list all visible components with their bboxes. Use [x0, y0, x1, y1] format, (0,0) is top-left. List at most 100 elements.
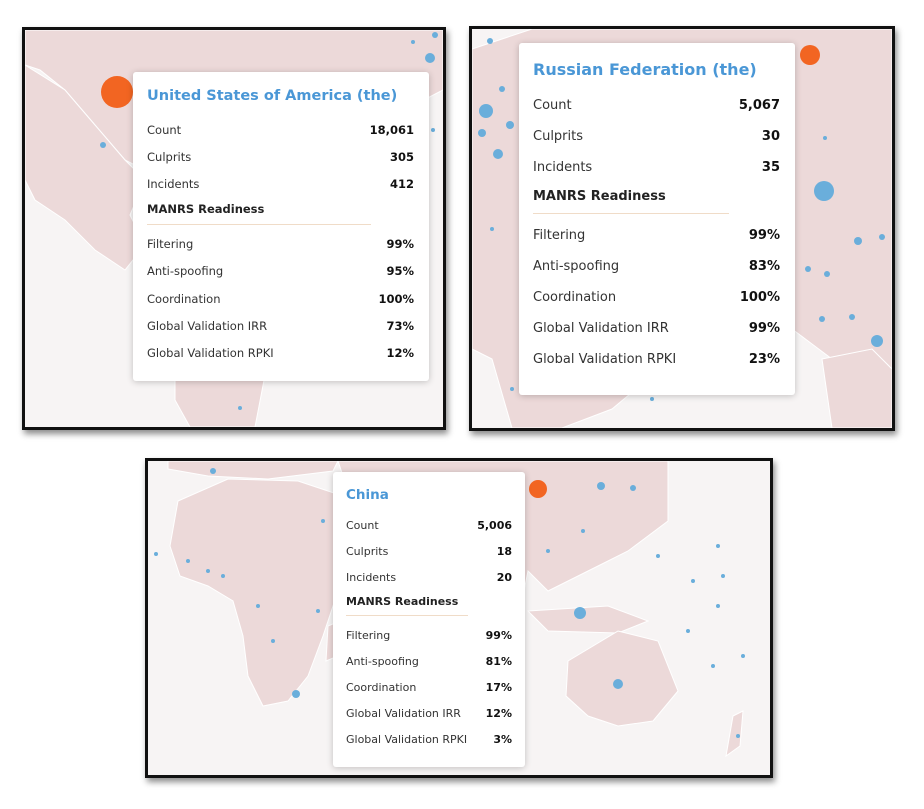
country-tooltip-card: United States of America (the) Count 18,…	[133, 72, 429, 381]
readiness-row-filtering: Filtering 99%	[533, 220, 780, 251]
readiness-label: Filtering	[533, 228, 586, 243]
country-dot[interactable]	[206, 569, 210, 573]
country-dot[interactable]	[490, 227, 494, 231]
readiness-value: 17%	[485, 680, 512, 694]
stat-value: 305	[389, 150, 414, 165]
country-dot[interactable]	[805, 266, 811, 272]
country-name: Russian Federation (the)	[533, 60, 757, 79]
stat-row-count: Count 18,061	[147, 116, 414, 143]
readiness-value: 100%	[739, 290, 780, 305]
country-dot[interactable]	[487, 38, 493, 44]
readiness-row-anti-spoofing: Anti-spoofing 81%	[346, 648, 512, 674]
australia-landmass	[821, 348, 892, 428]
readiness-value: 12%	[386, 346, 414, 361]
country-dot[interactable]	[849, 314, 855, 320]
hotspot-usa[interactable]	[101, 76, 133, 108]
country-dot[interactable]	[741, 654, 745, 658]
country-dot[interactable]	[510, 387, 514, 391]
country-dot[interactable]	[736, 734, 740, 738]
country-dot[interactable]	[210, 468, 216, 474]
country-dot[interactable]	[479, 104, 493, 118]
readiness-label: Global Validation IRR	[147, 319, 268, 334]
readiness-label: Global Validation IRR	[533, 321, 669, 336]
country-dot[interactable]	[823, 136, 827, 140]
country-dot[interactable]	[506, 121, 514, 129]
country-dot[interactable]	[613, 679, 623, 689]
country-dot[interactable]	[686, 629, 690, 633]
country-dot[interactable]	[256, 604, 260, 608]
country-dot[interactable]	[221, 574, 225, 578]
map-panel-usa: United States of America (the) Count 18,…	[22, 27, 446, 430]
stat-label: Incidents	[533, 160, 593, 175]
country-dot[interactable]	[871, 335, 883, 347]
country-dot[interactable]	[316, 609, 320, 613]
country-dot[interactable]	[711, 664, 715, 668]
map-panel-china: China Count 5,006 Culprits 18 Incidents …	[145, 458, 773, 778]
country-dot[interactable]	[546, 549, 550, 553]
stat-value: 35	[761, 160, 780, 175]
country-dot[interactable]	[716, 544, 720, 548]
country-dot[interactable]	[499, 86, 505, 92]
country-dot[interactable]	[292, 690, 300, 698]
stat-row-culprits: Culprits 18	[346, 538, 512, 564]
country-dot[interactable]	[100, 142, 106, 148]
section-divider	[346, 615, 468, 616]
country-dot[interactable]	[321, 519, 325, 523]
stat-value: 5,067	[738, 98, 780, 113]
country-dot[interactable]	[721, 574, 725, 578]
hotspot-russia[interactable]	[800, 45, 820, 65]
readiness-value: 99%	[748, 228, 780, 243]
country-dot[interactable]	[574, 607, 586, 619]
country-dot[interactable]	[879, 234, 885, 240]
readiness-row-coordination: Coordination 17%	[346, 674, 512, 700]
section-divider	[533, 213, 729, 214]
stat-label: Count	[346, 518, 379, 532]
country-dot[interactable]	[597, 482, 605, 490]
country-dot[interactable]	[493, 149, 503, 159]
country-dot[interactable]	[814, 181, 834, 201]
country-dot[interactable]	[186, 559, 190, 563]
country-dot[interactable]	[431, 128, 435, 132]
readiness-row-anti-spoofing: Anti-spoofing 83%	[533, 251, 780, 282]
readiness-label: Anti-spoofing	[147, 264, 224, 279]
country-dot[interactable]	[630, 485, 636, 491]
new-zealand-landmass	[725, 710, 744, 758]
country-dot[interactable]	[716, 604, 720, 608]
readiness-label: Anti-spoofing	[533, 259, 620, 274]
indonesia-landmass	[526, 605, 650, 634]
country-dot[interactable]	[271, 639, 275, 643]
readiness-row-irr: Global Validation IRR 12%	[346, 700, 512, 726]
country-dot[interactable]	[691, 579, 695, 583]
country-dot[interactable]	[581, 529, 585, 533]
stat-row-count: Count 5,067	[533, 90, 780, 121]
readiness-section-title: MANRS Readiness	[147, 202, 265, 217]
stat-row-culprits: Culprits 30	[533, 121, 780, 152]
country-tooltip-card: Russian Federation (the) Count 5,067 Cul…	[519, 43, 795, 395]
country-dot[interactable]	[824, 271, 830, 277]
stat-value: 18	[496, 544, 512, 558]
readiness-row-filtering: Filtering 99%	[147, 230, 414, 257]
country-dot[interactable]	[656, 554, 660, 558]
country-dot[interactable]	[425, 53, 435, 63]
country-name: China	[346, 487, 389, 503]
readiness-label: Anti-spoofing	[346, 654, 419, 668]
stat-label: Count	[147, 122, 182, 137]
country-name: United States of America (the)	[147, 88, 398, 104]
readiness-value: 81%	[485, 654, 512, 668]
country-dot[interactable]	[854, 237, 862, 245]
readiness-label: Coordination	[346, 680, 417, 694]
readiness-row-rpki: Global Validation RPKI 12%	[147, 340, 414, 367]
country-dot[interactable]	[238, 406, 242, 410]
stat-value: 30	[761, 129, 780, 144]
country-dot[interactable]	[650, 397, 654, 401]
readiness-label: Global Validation RPKI	[147, 346, 274, 361]
country-dot[interactable]	[411, 40, 415, 44]
country-dot[interactable]	[819, 316, 825, 322]
readiness-value: 3%	[493, 732, 512, 746]
hotspot-china[interactable]	[529, 480, 547, 498]
stat-value: 20	[496, 570, 512, 584]
country-dot[interactable]	[478, 129, 486, 137]
country-dot[interactable]	[432, 32, 438, 38]
readiness-label: Filtering	[346, 628, 391, 642]
country-dot[interactable]	[154, 552, 158, 556]
